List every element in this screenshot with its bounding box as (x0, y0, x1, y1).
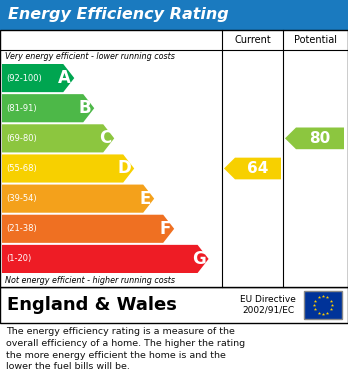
Text: Current: Current (234, 35, 271, 45)
Text: (39-54): (39-54) (6, 194, 37, 203)
Text: England & Wales: England & Wales (7, 296, 177, 314)
Text: Not energy efficient - higher running costs: Not energy efficient - higher running co… (5, 276, 175, 285)
Text: D: D (118, 160, 131, 178)
Text: Potential: Potential (294, 35, 337, 45)
Polygon shape (2, 124, 114, 152)
Polygon shape (2, 154, 134, 183)
Text: C: C (99, 129, 111, 147)
Text: Very energy efficient - lower running costs: Very energy efficient - lower running co… (5, 52, 175, 61)
Polygon shape (285, 127, 344, 149)
Text: F: F (160, 220, 171, 238)
Text: 80: 80 (309, 131, 331, 146)
Polygon shape (2, 94, 94, 122)
Text: The energy efficiency rating is a measure of the
overall efficiency of a home. T: The energy efficiency rating is a measur… (6, 327, 245, 371)
Text: B: B (79, 99, 91, 117)
Bar (0, 287, 348, 323)
Polygon shape (2, 64, 74, 92)
Text: (1-20): (1-20) (6, 255, 31, 264)
Polygon shape (2, 185, 154, 213)
Bar (0, 0, 348, 30)
Text: (92-100): (92-100) (6, 74, 42, 83)
Text: A: A (58, 69, 71, 87)
Bar (0, 30, 348, 287)
Text: 64: 64 (247, 161, 269, 176)
Polygon shape (2, 215, 174, 243)
Text: EU Directive
2002/91/EC: EU Directive 2002/91/EC (240, 295, 296, 315)
Text: G: G (192, 250, 206, 268)
Text: (81-91): (81-91) (6, 104, 37, 113)
Text: Energy Efficiency Rating: Energy Efficiency Rating (8, 7, 229, 23)
Text: (55-68): (55-68) (6, 164, 37, 173)
Text: (21-38): (21-38) (6, 224, 37, 233)
Text: (69-80): (69-80) (6, 134, 37, 143)
Polygon shape (2, 245, 208, 273)
Text: E: E (140, 190, 151, 208)
Bar (304, 291, 342, 319)
Polygon shape (224, 158, 281, 179)
